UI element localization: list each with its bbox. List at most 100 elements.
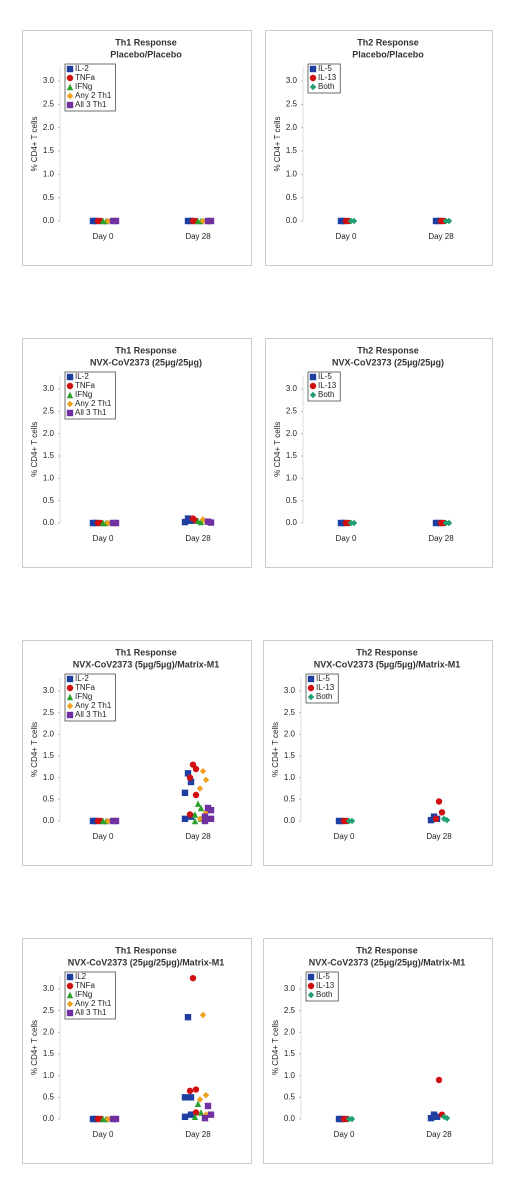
legend-marker xyxy=(66,693,74,701)
data-point xyxy=(201,813,209,820)
y-tick-label: 2.0 xyxy=(43,729,55,738)
y-axis-label: % CD4+ T cells xyxy=(30,422,39,477)
data-point xyxy=(433,1113,441,1121)
data-point xyxy=(181,1113,189,1121)
y-tick-label: 2.5 xyxy=(284,708,296,717)
y-tick-label: 1.5 xyxy=(43,751,55,760)
legend-label: All 3 Th1 xyxy=(75,100,107,109)
y-tick-label: 0.0 xyxy=(286,216,298,225)
data-point xyxy=(348,817,356,825)
data-point xyxy=(194,1100,202,1108)
legend-box xyxy=(64,63,116,112)
data-point xyxy=(192,1086,200,1093)
y-tick-label: 0.5 xyxy=(43,496,55,505)
data-point xyxy=(427,816,435,824)
legend-label: IL-5 xyxy=(318,64,332,73)
data-point xyxy=(181,1094,189,1101)
y-tick-label: 3.0 xyxy=(43,984,55,993)
data-point xyxy=(112,519,120,527)
y-tick-label: 2.5 xyxy=(43,406,55,415)
chart-panel: Th1 Response NVX-CoV2373 (25µg/25µg) % CD4… xyxy=(22,338,252,568)
y-tick-label: 2.0 xyxy=(284,729,296,738)
legend-marker xyxy=(309,391,317,399)
data-point xyxy=(348,1115,356,1123)
legend-marker xyxy=(66,702,74,710)
y-tick-label: 2.5 xyxy=(284,1006,296,1015)
y-tick-label: 2.0 xyxy=(284,1027,296,1036)
x-tick-label: Day 0 xyxy=(93,232,114,241)
chart-subtitle: NVX-CoV2373 (5µg/5µg)/Matrix-M1 xyxy=(314,659,460,669)
data-point xyxy=(197,1109,205,1116)
legend-label: IL-5 xyxy=(318,372,332,381)
y-tick-label: 1.5 xyxy=(286,146,298,155)
y-tick-label: 1.0 xyxy=(286,169,298,178)
data-point xyxy=(207,806,215,814)
legend-label: IFNg xyxy=(75,990,92,999)
x-tick-label: Day 0 xyxy=(336,534,357,543)
chart-subtitle: NVX-CoV2373 (5µg/5µg)/Matrix-M1 xyxy=(73,659,219,669)
data-point xyxy=(186,1087,194,1095)
x-tick-label: Day 28 xyxy=(185,832,211,841)
data-point xyxy=(184,770,192,777)
data-point xyxy=(181,789,189,797)
y-tick-label: 1.5 xyxy=(43,1049,55,1058)
y-tick-label: 2.5 xyxy=(286,99,298,108)
y-tick-label: 1.0 xyxy=(43,1071,55,1080)
legend-marker xyxy=(66,973,74,981)
x-tick-label: Day 0 xyxy=(93,1130,114,1139)
data-point xyxy=(350,519,358,527)
y-tick-label: 0.0 xyxy=(43,518,55,527)
data-point xyxy=(350,217,358,225)
legend-label: Both xyxy=(316,692,332,701)
legend-label: IFNg xyxy=(75,82,92,91)
y-tick-label: 1.0 xyxy=(43,169,55,178)
data-point xyxy=(201,1114,209,1122)
chart-panel: Th2 Response Placebo/Placebo % CD4+ T cell… xyxy=(265,30,493,266)
data-point xyxy=(427,1114,435,1122)
legend-marker xyxy=(66,92,74,100)
x-tick-label: Day 28 xyxy=(428,232,454,241)
data-point xyxy=(181,815,189,823)
legend-marker xyxy=(307,982,315,990)
data-point xyxy=(184,1013,192,1021)
data-point xyxy=(192,1109,200,1116)
legend-label: IL-2 xyxy=(75,674,89,683)
y-tick-label: 1.0 xyxy=(284,773,296,782)
legend-marker xyxy=(66,101,74,109)
data-point xyxy=(194,800,202,807)
legend-marker xyxy=(66,711,74,719)
data-point xyxy=(445,519,453,527)
legend-label: IL-13 xyxy=(316,981,335,990)
chart-subtitle: Placebo/Placebo xyxy=(110,49,182,59)
y-tick-label: 1.0 xyxy=(43,773,55,782)
y-tick-label: 3.0 xyxy=(286,76,298,85)
chart-panel: Th1 Response NVX-CoV2373 (25µg/25µg)/Matr… xyxy=(22,938,252,1164)
y-tick-label: 2.0 xyxy=(43,429,55,438)
legend-marker xyxy=(307,973,315,981)
data-point xyxy=(112,817,120,825)
legend-marker xyxy=(66,400,74,408)
chart-panel: Th1 Response NVX-CoV2373 (5µg/5µg)/Matrix… xyxy=(22,640,252,866)
data-point xyxy=(112,1115,120,1123)
y-tick-label: 0.5 xyxy=(43,794,55,803)
data-point xyxy=(197,804,205,812)
data-point xyxy=(187,1111,195,1118)
y-axis-label: % CD4+ T cells xyxy=(273,116,282,171)
legend-marker xyxy=(309,83,317,91)
legend-box xyxy=(64,971,116,1020)
y-tick-label: 0.5 xyxy=(286,193,298,202)
y-tick-label: 1.5 xyxy=(286,451,298,460)
legend-marker xyxy=(309,65,317,73)
legend-marker xyxy=(307,675,315,683)
y-tick-label: 0.0 xyxy=(43,216,55,225)
legend-label: Both xyxy=(318,82,334,91)
data-point xyxy=(196,785,204,792)
legend-marker xyxy=(66,982,74,990)
legend-label: IL-5 xyxy=(316,972,330,981)
data-point xyxy=(204,1102,212,1110)
data-point xyxy=(187,778,195,786)
data-point xyxy=(201,817,209,825)
